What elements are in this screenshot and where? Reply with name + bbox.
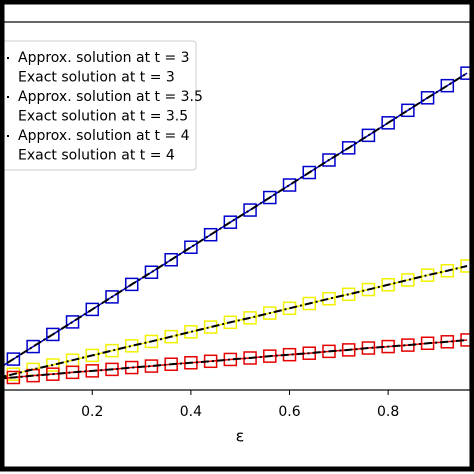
square-marker bbox=[440, 78, 455, 93]
legend-label: Approx. solution at t = 4 bbox=[18, 128, 190, 144]
approx-line bbox=[0, 72, 468, 369]
legend-label: Exact solution at t = 3.5 bbox=[18, 109, 188, 125]
square-marker bbox=[6, 352, 21, 366]
square-marker bbox=[144, 265, 159, 279]
x-tick-label: 0.6 bbox=[278, 404, 300, 420]
square-marker bbox=[401, 103, 415, 118]
legend-label: Exact solution at t = 4 bbox=[18, 148, 175, 164]
square-marker bbox=[203, 227, 218, 242]
square-marker bbox=[223, 215, 238, 229]
square-marker bbox=[420, 91, 435, 105]
square-marker bbox=[341, 287, 356, 302]
x-axis-label: ε bbox=[236, 427, 245, 446]
x-tick-label: 0.8 bbox=[377, 404, 399, 420]
square-marker bbox=[322, 153, 336, 167]
square-marker bbox=[105, 343, 119, 358]
square-marker bbox=[243, 203, 257, 217]
square-marker bbox=[164, 329, 178, 344]
square-marker bbox=[381, 278, 395, 292]
square-marker bbox=[184, 240, 198, 254]
square-marker bbox=[341, 141, 356, 155]
legend-label: Exact solution at t = 3 bbox=[18, 70, 175, 86]
square-marker bbox=[401, 273, 415, 287]
square-marker bbox=[282, 301, 297, 316]
square-marker bbox=[243, 311, 257, 325]
square-marker bbox=[440, 264, 455, 278]
square-marker bbox=[164, 252, 178, 267]
square-marker bbox=[105, 290, 119, 304]
square-marker bbox=[361, 128, 376, 143]
square-marker bbox=[6, 370, 21, 385]
square-marker bbox=[26, 339, 40, 354]
square-marker bbox=[85, 348, 100, 363]
square-marker bbox=[85, 302, 100, 317]
approx-line bbox=[0, 265, 468, 379]
square-marker bbox=[361, 282, 376, 297]
square-marker bbox=[420, 268, 435, 282]
square-marker bbox=[124, 339, 139, 353]
square-marker bbox=[46, 358, 60, 372]
square-marker bbox=[144, 334, 159, 349]
square-marker bbox=[302, 296, 316, 311]
approx-line bbox=[0, 338, 468, 380]
square-marker bbox=[381, 116, 395, 130]
square-marker bbox=[124, 277, 139, 292]
legend: Approx. solution at t = 3 Exact solution … bbox=[0, 40, 203, 171]
square-marker bbox=[322, 291, 336, 306]
square-marker bbox=[282, 178, 297, 192]
square-marker bbox=[184, 325, 198, 339]
square-marker bbox=[420, 336, 435, 351]
square-marker bbox=[46, 327, 60, 342]
square-marker bbox=[65, 315, 80, 329]
square-marker bbox=[263, 190, 277, 205]
plot-area bbox=[0, 66, 474, 386]
square-marker bbox=[341, 343, 356, 357]
square-marker bbox=[203, 320, 218, 334]
x-tick-label: 0.4 bbox=[180, 404, 202, 420]
legend-box bbox=[0, 40, 197, 171]
legend-label: Approx. solution at t = 3 bbox=[18, 50, 190, 66]
x-tick-label: 0.2 bbox=[81, 404, 103, 420]
square-marker bbox=[223, 315, 238, 330]
square-marker bbox=[263, 306, 277, 320]
legend-label: Approx. solution at t = 3.5 bbox=[18, 89, 203, 105]
square-marker bbox=[302, 165, 316, 180]
